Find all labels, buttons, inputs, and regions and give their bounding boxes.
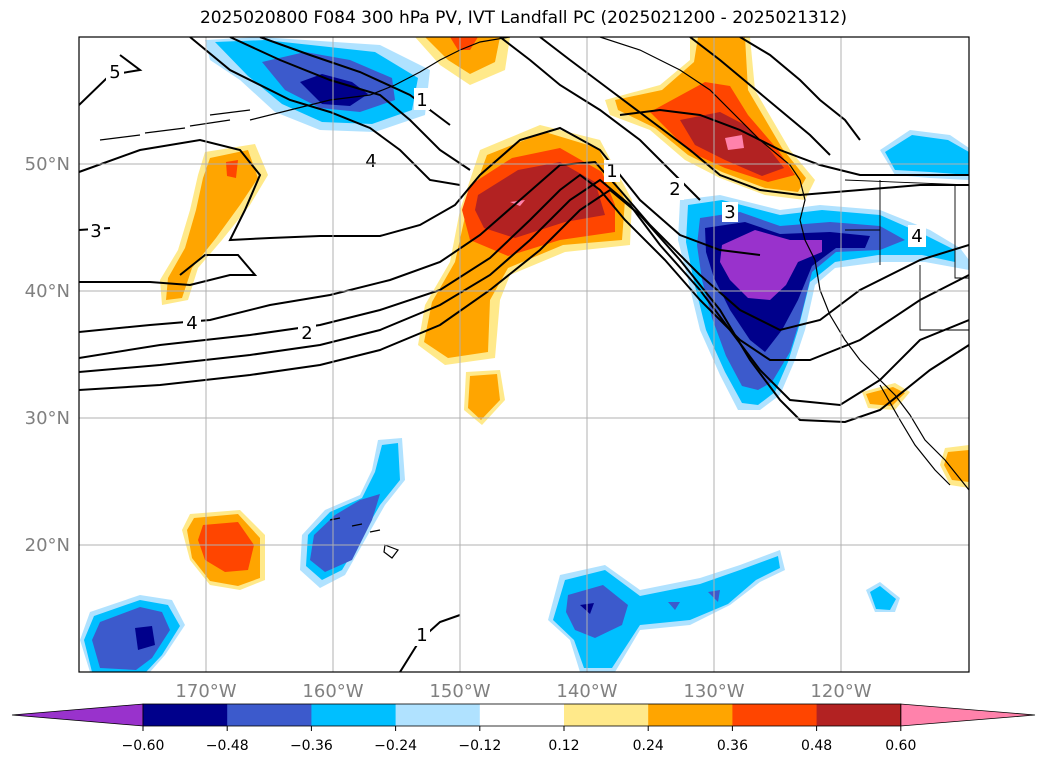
lat-labels: 20°N 30°N 40°N 50°N bbox=[25, 154, 70, 556]
lon-label: 160°W bbox=[302, 681, 363, 702]
positive-anomaly-north-edge bbox=[415, 37, 510, 85]
colorbar-frame bbox=[142, 703, 902, 727]
colorbar-tick-label: 0.60 bbox=[885, 738, 916, 754]
bc-coast bbox=[799, 179, 816, 261]
contour-label: 4 bbox=[186, 313, 197, 334]
positive-anomaly-tropical-west bbox=[182, 510, 265, 590]
contour-label: 2 bbox=[301, 323, 312, 344]
colorbar-extend-max bbox=[900, 703, 1036, 727]
lon-label: 170°W bbox=[175, 681, 236, 702]
colorbar-tick-label: 0.12 bbox=[548, 738, 579, 754]
figure-title: 2025020800 F084 300 hPa PV, IVT Landfall… bbox=[199, 8, 847, 28]
negative-anomaly-south-central bbox=[548, 550, 785, 672]
colorbar-swatch bbox=[143, 704, 228, 726]
gulf-of-alaska-coast bbox=[599, 37, 801, 181]
lon-label: 140°W bbox=[556, 681, 617, 702]
colorbar-swatch bbox=[648, 704, 733, 726]
lat-label: 50°N bbox=[25, 154, 70, 175]
negative-anomaly-northeast bbox=[880, 130, 969, 180]
lon-label: 150°W bbox=[429, 681, 490, 702]
lat-label: 20°N bbox=[25, 535, 70, 556]
map-frame bbox=[78, 36, 970, 673]
contour-label: 4 bbox=[911, 226, 922, 247]
colorbar-extend-min bbox=[11, 703, 144, 727]
colorbar-swatch bbox=[311, 704, 397, 726]
positive-anomaly-subtropical bbox=[464, 370, 505, 425]
negative-anomaly-hawaii bbox=[300, 438, 405, 588]
gridlines bbox=[79, 37, 969, 672]
contour-label: 3 bbox=[90, 221, 101, 242]
contour-labels: 5 1 4 3 4 2 1 2 3 4 1 bbox=[88, 60, 926, 646]
negative-anomaly-north-pacific bbox=[205, 37, 430, 132]
colorbar-swatch bbox=[732, 704, 818, 726]
contour-label: 1 bbox=[416, 625, 427, 646]
colorbar-swatch bbox=[816, 704, 902, 726]
lat-label: 40°N bbox=[25, 281, 70, 302]
lon-label: 130°W bbox=[683, 681, 744, 702]
lat-label: 30°N bbox=[25, 408, 70, 429]
contour-label: 4 bbox=[365, 151, 376, 172]
colorbar-swatch bbox=[564, 704, 649, 726]
colorbar-swatches bbox=[11, 703, 1036, 727]
colorbar-tick-label: −0.24 bbox=[374, 738, 417, 754]
colorbar-swatch bbox=[227, 704, 312, 726]
colorbar-tick-label: −0.12 bbox=[458, 738, 501, 754]
contour-label: 3 bbox=[724, 202, 735, 223]
colorbar-tick-label: 0.24 bbox=[633, 738, 664, 754]
colorbar-tick-label: −0.48 bbox=[206, 738, 249, 754]
negative-anomaly-east-tropical bbox=[866, 582, 900, 612]
positive-anomaly-mexico bbox=[940, 445, 969, 488]
hawaii-islands bbox=[329, 517, 399, 559]
negative-anomaly-southwest bbox=[80, 595, 185, 672]
colorbar-ticks: −0.60 −0.48 −0.36 −0.24 −0.12 0.12 0.24 0.36 0.4… bbox=[122, 726, 916, 754]
pv-fill-layer bbox=[80, 37, 969, 672]
contour-label: 1 bbox=[416, 90, 427, 111]
colorbar-tick-label: 0.36 bbox=[717, 738, 748, 754]
colorbar-swatch bbox=[395, 704, 481, 726]
colorbar-tick-label: 0.48 bbox=[801, 738, 832, 754]
contour-label: 2 bbox=[669, 179, 680, 200]
state-borders bbox=[844, 179, 969, 331]
colorbar: −0.60 −0.48 −0.36 −0.24 −0.12 0.12 0.24 0.36 0.4… bbox=[11, 703, 1036, 754]
lon-label: 120°W bbox=[810, 681, 871, 702]
colorbar-swatch bbox=[479, 704, 565, 726]
map-panel: 5 1 4 3 4 2 1 2 3 4 1 bbox=[25, 36, 970, 702]
contour-label: 1 bbox=[606, 161, 617, 182]
lon-labels: 170°W 160°W 150°W 140°W 130°W 120°W bbox=[175, 681, 871, 702]
colorbar-tick-label: −0.60 bbox=[122, 738, 165, 754]
contour-label: 5 bbox=[109, 62, 120, 83]
colorbar-tick-label: −0.36 bbox=[290, 738, 333, 754]
alaska-islands bbox=[99, 109, 251, 141]
baja-coast bbox=[879, 384, 951, 486]
